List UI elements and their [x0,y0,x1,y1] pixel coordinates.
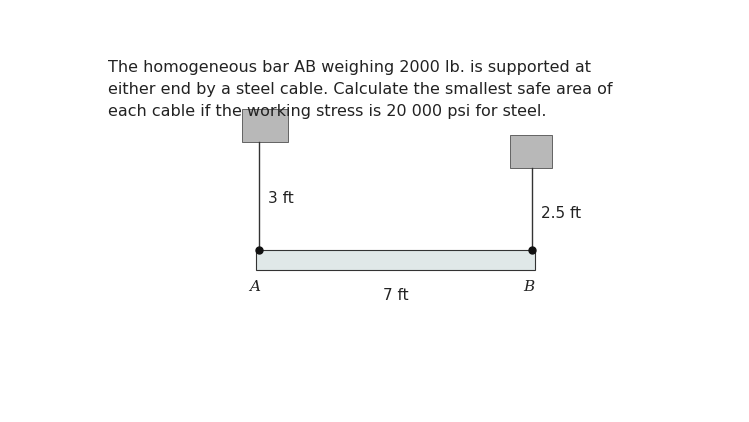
Text: 2.5 ft: 2.5 ft [541,206,580,221]
Text: The homogeneous bar AB weighing 2000 lb. is supported at
either end by a steel c: The homogeneous bar AB weighing 2000 lb.… [108,60,613,119]
Bar [256,251,535,270]
Bar [510,135,552,168]
Text: 7 ft: 7 ft [383,288,408,303]
Bar [242,109,288,142]
Text: A: A [249,280,261,294]
Text: 3 ft: 3 ft [268,191,294,206]
Text: B: B [524,280,535,294]
